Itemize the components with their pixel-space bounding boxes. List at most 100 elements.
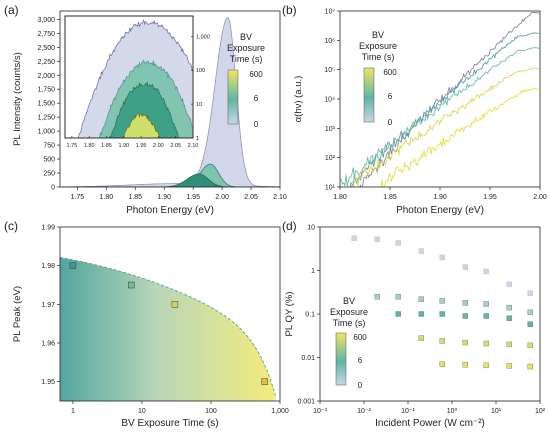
- panel-c-xlabel: BV Exposure Time (s): [121, 418, 218, 429]
- data-point: [171, 301, 179, 308]
- qy-point-0s: [439, 254, 445, 261]
- qy-point-600s: [439, 361, 445, 367]
- y-tick-label: 250: [43, 171, 55, 178]
- panel-b: (b) 1.80 1.85 1.90 1.95 2.0010¹10²10³10⁴10⁵1…: [282, 3, 547, 216]
- panel-d-axes: 10⁻³ 10⁻² 10⁻¹ 10⁰ 10¹ 10² 0.001 0.01 0.1 1 10: [297, 225, 545, 416]
- absorption-curve-600s: [380, 88, 540, 187]
- inset-x-tick-label: 1.80: [84, 143, 95, 149]
- y-tick-label: 10¹: [325, 185, 336, 192]
- qy-point-0s: [395, 240, 401, 246]
- y-tick-label: 0: [51, 185, 55, 192]
- y-tick-label: 3,000: [37, 17, 55, 24]
- qy-point-300s: [418, 335, 424, 341]
- y-tick-label: 10⁵: [324, 67, 335, 74]
- panel-a-colorbar: BV Exposure Time (s) 600 6 0: [227, 32, 265, 129]
- y-tick-label: 2,500: [37, 45, 55, 52]
- colorbar-title-line-3: Time (s): [333, 318, 366, 328]
- x-tick-label: 10¹: [491, 408, 502, 415]
- y-tick-label: 1.95: [41, 379, 55, 386]
- panel-a-label: (a): [4, 3, 19, 17]
- inset-x-tick-label: 1.75: [67, 143, 78, 149]
- qy-point-6s: [506, 304, 512, 311]
- colorbar-tick-6: 6: [254, 94, 259, 103]
- qy-point-30s: [439, 311, 445, 317]
- y-tick-label: 1.99: [41, 225, 55, 232]
- x-tick-label: 10⁻²: [357, 408, 371, 415]
- qy-point-300s: [527, 342, 533, 349]
- qy-point-6s: [418, 296, 424, 302]
- panel-c-plot: [60, 257, 276, 401]
- qy-point-600s: [527, 363, 533, 370]
- pl-spectrum-0s: [60, 17, 280, 187]
- x-tick-label: 2.00: [215, 194, 229, 201]
- colorbar-gradient: [227, 69, 239, 125]
- qy-point-30s: [418, 311, 424, 317]
- panel-c-label: (c): [4, 219, 18, 233]
- data-point: [128, 281, 135, 289]
- qy-point-6s: [395, 293, 401, 300]
- x-tick-label: 1: [71, 408, 75, 415]
- qy-point-30s: [527, 321, 533, 327]
- absorption-curve-60s: [350, 67, 540, 187]
- absorption-curve-2s: [350, 32, 540, 187]
- colorbar-gradient: [363, 67, 375, 123]
- y-tick-label: 10: [307, 225, 315, 232]
- qy-point-300s: [439, 338, 445, 344]
- x-tick-label: 10⁻³: [313, 408, 327, 415]
- inset-y-tick-label: 1,000: [196, 34, 210, 40]
- panel-d-plot: [351, 235, 533, 370]
- qy-point-6s: [483, 301, 489, 307]
- panel-a-xlabel: Photon Energy (eV): [126, 205, 214, 216]
- inset-x-tick-label: 1.90: [118, 143, 129, 149]
- inset-spectrum-60s: [65, 81, 193, 138]
- peak-shift-area: [60, 257, 276, 401]
- y-tick-label: 1,250: [37, 115, 55, 122]
- x-tick-label: 10: [138, 408, 146, 415]
- inset-plot: [65, 18, 193, 138]
- colorbar-title-line-1: BV: [343, 296, 355, 306]
- colorbar-title-line-3: Time (s): [362, 52, 395, 62]
- qy-point-30s: [462, 313, 468, 319]
- fit-line: [60, 257, 276, 396]
- inset-y-tick-label: 10: [196, 102, 202, 108]
- pl-spectrum-600s: [60, 173, 280, 187]
- x-tick-label: 10⁰: [447, 407, 458, 415]
- y-tick-label: 1.98: [41, 263, 55, 270]
- panel-d: (d) 10⁻³ 10⁻² 10⁻¹ 10⁰ 10¹ 10²0.0010.010.1110…: [282, 219, 546, 429]
- y-tick-label: 0.01: [301, 355, 315, 362]
- inset-frame: [64, 15, 194, 139]
- colorbar-title-line-2: Exposure: [227, 43, 265, 53]
- x-tick-label: 1.80: [333, 194, 347, 201]
- colorbar-tick-0: 0: [358, 381, 363, 390]
- x-tick-label: 1.95: [186, 194, 200, 201]
- panel-b-colorbar: BV Exposure Time (s) 600 6 0: [359, 30, 397, 127]
- colorbar-title-line-1: BV: [372, 30, 384, 40]
- panel-b-plot: [340, 12, 540, 187]
- x-tick-label: 1.85: [128, 194, 142, 201]
- inset-x-tick-label: 2.10: [188, 143, 199, 149]
- panel-c: (c) 1 10 100 1,000 1.95 1.96 1.97 1.98 1.99 BV E…: [4, 219, 289, 429]
- panel-b-label: (b): [282, 3, 297, 17]
- panel-c-axes: 1 10 100 1,000 1.95 1.96 1.97 1.98 1.99: [41, 225, 288, 416]
- qy-point-300s: [483, 340, 489, 347]
- qy-point-30s: [483, 313, 489, 319]
- colorbar-tick-600: 600: [249, 70, 263, 79]
- x-tick-label: 10²: [535, 408, 546, 415]
- x-tick-label: 1.90: [433, 194, 447, 201]
- x-tick-label: 1.85: [383, 194, 397, 201]
- qy-point-0s: [483, 268, 489, 275]
- panel-a-axes: 1.75 1.80 1.85 1.90 1.95 2.00 2.05 2.10 0 250 500 7…: [37, 17, 286, 201]
- colorbar-title-line-2: Exposure: [359, 41, 397, 51]
- colorbar-title-line-1: BV: [240, 32, 252, 42]
- qy-point-0s: [351, 235, 357, 241]
- panel-d-xlabel: Incident Power (W cm⁻²): [375, 418, 485, 429]
- absorption-curve-0s: [359, 12, 540, 187]
- y-tick-label: 10⁶: [324, 38, 335, 45]
- colorbar-tick-6: 6: [388, 92, 393, 101]
- x-tick-label: 10⁻¹: [401, 408, 415, 415]
- qy-point-300s: [462, 339, 468, 346]
- y-tick-label: 500: [43, 157, 55, 164]
- qy-point-0s: [462, 264, 468, 270]
- panel-a-plot: [60, 17, 280, 187]
- y-tick-label: 10²: [325, 155, 336, 162]
